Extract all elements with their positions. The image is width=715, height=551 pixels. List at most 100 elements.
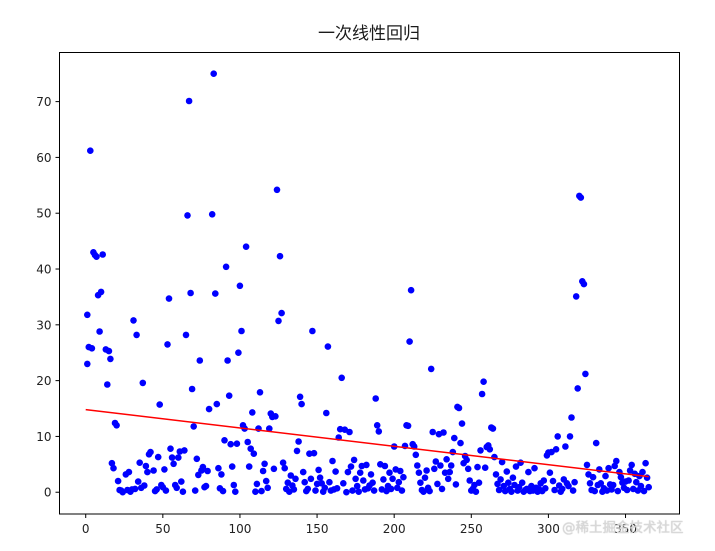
x-tick-label: 200 [383, 522, 406, 536]
data-point [107, 355, 114, 363]
data-point [367, 471, 375, 478]
data-point [222, 263, 230, 271]
data-point [235, 349, 242, 357]
data-point [196, 357, 204, 364]
data-point [434, 480, 441, 488]
watermark: @稀土掘金技术社区 [562, 520, 684, 536]
data-point [242, 243, 250, 250]
data-point [290, 486, 298, 493]
data-point [637, 482, 645, 490]
data-point [552, 446, 560, 453]
data-point [475, 479, 483, 487]
data-point [480, 378, 487, 386]
data-point [404, 422, 412, 430]
data-point [464, 465, 472, 473]
data-point [190, 423, 197, 430]
data-point [438, 485, 446, 493]
data-point [497, 476, 504, 483]
data-point [352, 475, 359, 483]
data-point [261, 460, 268, 468]
y-tick-label: 70 [36, 95, 51, 109]
data-point [161, 466, 168, 473]
data-point [369, 479, 376, 487]
data-point [273, 186, 281, 194]
data-point [312, 487, 319, 494]
data-point [173, 484, 180, 492]
data-point [304, 485, 312, 493]
data-point [298, 400, 305, 408]
data-point [432, 458, 440, 465]
data-point [440, 429, 447, 436]
data-point [549, 477, 557, 485]
data-point [275, 317, 282, 325]
y-tick-label: 10 [36, 430, 51, 444]
data-point [512, 463, 520, 470]
data-point [293, 447, 301, 455]
data-point [525, 468, 532, 476]
data-point [139, 379, 147, 387]
data-point [623, 486, 631, 494]
data-point [375, 428, 383, 435]
data-point [381, 462, 389, 470]
data-point [609, 481, 617, 489]
data-point [338, 374, 346, 382]
data-point [495, 486, 503, 494]
data-point [498, 458, 506, 466]
data-point [249, 409, 256, 416]
data-point [400, 473, 407, 481]
data-point [281, 464, 289, 472]
scatter-points [84, 70, 652, 496]
data-point [592, 439, 600, 447]
data-point [134, 478, 142, 485]
data-point [625, 477, 632, 484]
data-point [639, 468, 646, 476]
data-point [154, 453, 162, 461]
data-point [233, 440, 241, 448]
data-point [309, 327, 316, 335]
data-point [449, 448, 457, 456]
data-point [571, 478, 578, 486]
data-point [373, 422, 381, 429]
data-point [84, 311, 91, 319]
data-point [562, 443, 569, 450]
data-point [292, 475, 299, 483]
data-point [370, 487, 378, 494]
data-point [276, 252, 284, 260]
x-tick-label: 0 [82, 522, 90, 536]
data-point [310, 449, 318, 457]
data-point [642, 459, 649, 467]
data-point [353, 482, 361, 490]
data-point [554, 433, 561, 440]
data-point [133, 331, 140, 339]
plot-frame [59, 52, 680, 515]
data-point [340, 480, 347, 487]
data-point [451, 434, 458, 442]
data-point [583, 461, 591, 469]
data-point [518, 479, 526, 487]
data-point [329, 457, 336, 465]
data-point [245, 463, 253, 470]
data-point [136, 459, 143, 467]
data-point [489, 425, 497, 432]
data-point [478, 390, 486, 398]
data-point [221, 437, 228, 444]
x-tick-label: 100 [228, 522, 251, 536]
data-point [247, 445, 254, 453]
data-point [204, 467, 211, 475]
data-point [264, 484, 272, 492]
data-point [350, 456, 358, 464]
data-point [99, 251, 106, 258]
data-point [244, 438, 251, 446]
data-point [577, 194, 585, 201]
data-point [278, 309, 285, 317]
data-point [225, 392, 233, 400]
data-point [486, 446, 494, 453]
data-point [466, 477, 474, 484]
data-point [437, 462, 444, 469]
data-point [253, 480, 261, 488]
data-point [589, 473, 597, 481]
data-point [114, 477, 122, 485]
data-point [156, 401, 163, 408]
data-point [343, 488, 350, 496]
data-point [566, 433, 574, 440]
